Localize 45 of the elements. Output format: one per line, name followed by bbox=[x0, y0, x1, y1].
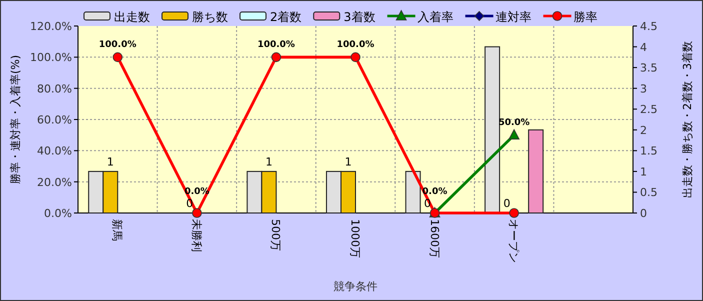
data-label: 1 bbox=[265, 155, 272, 168]
x-tick-label: オープン bbox=[507, 219, 520, 263]
x-axis-title: 競争条件 bbox=[334, 280, 378, 293]
x-tick-label: 1000万 bbox=[348, 219, 362, 258]
data-label: 100.0% bbox=[98, 40, 136, 50]
legend-label: 入着率 bbox=[417, 10, 454, 24]
y2-tick-label: 3 bbox=[640, 82, 647, 96]
y2-tick-label: 3.5 bbox=[640, 62, 658, 75]
data-label: 0 bbox=[503, 197, 510, 210]
data-label: 1 bbox=[106, 155, 114, 168]
point bbox=[271, 52, 282, 62]
y2-tick-label: 2.5 bbox=[640, 103, 658, 116]
legend-label: 出走数 bbox=[114, 10, 150, 24]
y-tick-label: 80.0% bbox=[37, 82, 72, 96]
y-axis-title: 勝率・連対率・入着率(%) bbox=[9, 54, 22, 184]
y-tick-label: 20.0% bbox=[37, 176, 72, 189]
y-tick-label: 0.0% bbox=[44, 207, 72, 220]
data-label: 1 bbox=[344, 155, 352, 168]
y2-axis-title: 出走数・勝ち数・2着数・3着数 bbox=[681, 41, 694, 198]
x-tick-label: 500万 bbox=[269, 219, 282, 251]
y-tick-label: 40.0% bbox=[37, 144, 72, 158]
legend-label: 勝率 bbox=[573, 10, 598, 24]
y2-tick-label: 0 bbox=[640, 207, 647, 220]
data-label: 100.0% bbox=[336, 40, 374, 50]
y2-tick-label: 1.5 bbox=[640, 144, 658, 158]
x-tick-label: 未勝利 bbox=[190, 219, 203, 252]
y2-tick-label: 0.5 bbox=[640, 186, 658, 200]
y-tick-label: 60.0% bbox=[37, 114, 72, 126]
data-label: 100.0% bbox=[257, 40, 295, 50]
y2-tick-label: 2 bbox=[640, 124, 647, 137]
y2-tick-label: 4.5 bbox=[640, 20, 658, 33]
legend-label: 2着数 bbox=[270, 10, 302, 24]
y-tick-label: 120.0% bbox=[30, 20, 72, 33]
point bbox=[509, 208, 519, 218]
x-tick-label: 新馬 bbox=[110, 219, 124, 241]
x-tick-label: 1600万 bbox=[428, 219, 441, 258]
legend-label: 3着数 bbox=[344, 10, 376, 24]
point bbox=[192, 208, 202, 218]
y-tick-label: 100.0% bbox=[30, 51, 72, 64]
legend-label: 連対率 bbox=[495, 10, 532, 24]
y2-tick-label: 1 bbox=[640, 165, 647, 178]
point bbox=[112, 52, 123, 62]
point bbox=[350, 52, 360, 62]
legend-label: 勝ち数 bbox=[192, 10, 228, 24]
y2-tick-label: 4 bbox=[640, 40, 647, 54]
